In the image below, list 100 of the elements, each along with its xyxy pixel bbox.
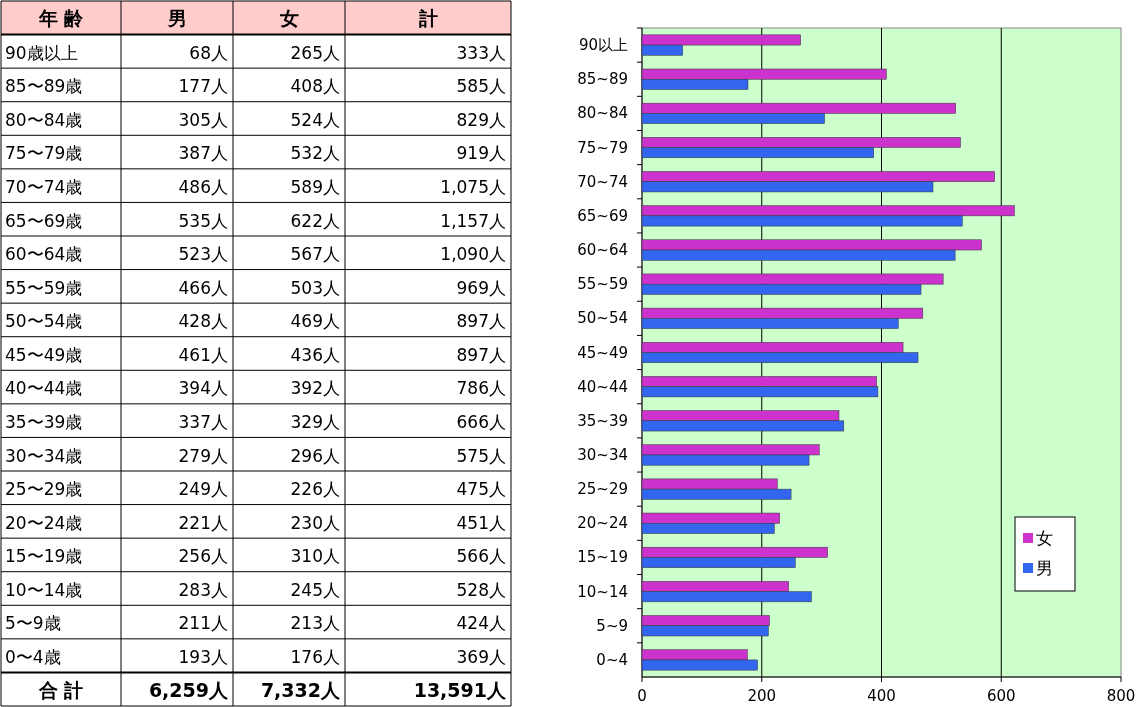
text: 469人 bbox=[290, 311, 340, 332]
text: 622人 bbox=[290, 210, 340, 231]
text: 13,591人 bbox=[413, 678, 507, 701]
text: 女 bbox=[278, 7, 299, 30]
y-tick-label: 80~84 bbox=[577, 104, 628, 123]
text: 75〜79歳 bbox=[5, 143, 83, 164]
text: 589人 bbox=[290, 177, 340, 198]
text: 897人 bbox=[456, 311, 506, 332]
legend-label: 女 bbox=[1036, 528, 1053, 548]
text: 70〜74歳 bbox=[5, 177, 83, 198]
text: 575人 bbox=[456, 445, 506, 466]
y-tick-label: 20~24 bbox=[577, 514, 628, 533]
text: 436人 bbox=[290, 344, 340, 365]
text: 333人 bbox=[456, 42, 506, 63]
y-tick-label: 45~49 bbox=[577, 343, 628, 362]
text: 15〜19歳 bbox=[5, 546, 83, 567]
text: 6,259人 bbox=[148, 678, 229, 701]
text: 265人 bbox=[290, 42, 340, 63]
y-tick-label: 50~54 bbox=[577, 309, 628, 328]
text: 221人 bbox=[178, 512, 228, 533]
text: 466人 bbox=[178, 277, 228, 298]
text: 310人 bbox=[290, 546, 340, 567]
text: 85〜89歳 bbox=[5, 76, 83, 97]
x-tick-label: 0 bbox=[637, 687, 647, 705]
text: 829人 bbox=[456, 109, 506, 130]
text: 394人 bbox=[178, 378, 228, 399]
text: 213人 bbox=[290, 613, 340, 634]
legend-label: 男 bbox=[1036, 558, 1053, 578]
text: 428人 bbox=[178, 311, 228, 332]
text: 256人 bbox=[178, 546, 228, 567]
y-tick-label: 35~39 bbox=[577, 411, 628, 430]
x-tick-label: 200 bbox=[747, 687, 777, 705]
text: 566人 bbox=[456, 546, 506, 567]
y-tick-label: 85~89 bbox=[577, 70, 628, 89]
text: 585人 bbox=[456, 76, 506, 97]
text: 503人 bbox=[290, 277, 340, 298]
text: 45〜49歳 bbox=[5, 344, 83, 365]
text: 666人 bbox=[456, 412, 506, 433]
text: 296人 bbox=[290, 445, 340, 466]
text: 424人 bbox=[456, 613, 506, 634]
text: 475人 bbox=[456, 479, 506, 500]
text: 計 bbox=[417, 7, 438, 30]
text: 451人 bbox=[456, 512, 506, 533]
text: 68人 bbox=[189, 42, 228, 63]
text: 193人 bbox=[178, 647, 228, 668]
text: 786人 bbox=[456, 378, 506, 399]
x-tick-label: 600 bbox=[986, 687, 1016, 705]
text: 40〜44歳 bbox=[5, 378, 83, 399]
text: 392人 bbox=[290, 378, 340, 399]
text: 合 計 bbox=[37, 678, 84, 701]
y-tick-label: 10~14 bbox=[577, 582, 628, 601]
text: 387人 bbox=[178, 143, 228, 164]
text: 5〜9歳 bbox=[5, 613, 61, 634]
text: 919人 bbox=[456, 143, 506, 164]
text: 0〜4歳 bbox=[5, 647, 61, 668]
y-tick-label: 5~9 bbox=[596, 616, 628, 635]
text: 30〜34歳 bbox=[5, 445, 83, 466]
text: 男 bbox=[166, 7, 187, 30]
text: 1,090人 bbox=[440, 244, 506, 265]
text: 55〜59歳 bbox=[5, 277, 83, 298]
text: 177人 bbox=[178, 76, 228, 97]
text: 535人 bbox=[178, 210, 228, 231]
y-tick-label: 0~4 bbox=[596, 650, 628, 669]
text: 1,075人 bbox=[440, 177, 506, 198]
x-tick-label: 800 bbox=[1106, 687, 1136, 705]
text: 211人 bbox=[178, 613, 228, 634]
y-tick-label: 75~79 bbox=[577, 138, 628, 157]
text: 65〜69歳 bbox=[5, 210, 83, 231]
text: 20〜24歳 bbox=[5, 512, 83, 533]
text: 524人 bbox=[290, 109, 340, 130]
text: 90歳以上 bbox=[5, 42, 78, 63]
text: 461人 bbox=[178, 344, 228, 365]
y-tick-label: 25~29 bbox=[577, 480, 628, 499]
y-tick-label: 40~44 bbox=[577, 377, 628, 396]
y-tick-label: 60~64 bbox=[577, 241, 628, 260]
text: 226人 bbox=[290, 479, 340, 500]
text: 329人 bbox=[290, 412, 340, 433]
text: 369人 bbox=[456, 647, 506, 668]
text: 年 齢 bbox=[37, 7, 85, 30]
text: 230人 bbox=[290, 512, 340, 533]
y-tick-label: 65~69 bbox=[577, 206, 628, 225]
text: 969人 bbox=[456, 277, 506, 298]
y-tick-label: 90以上 bbox=[578, 36, 628, 55]
text: 50〜54歳 bbox=[5, 311, 83, 332]
text: 532人 bbox=[290, 143, 340, 164]
text: 279人 bbox=[178, 445, 228, 466]
y-tick-label: 15~19 bbox=[577, 548, 628, 567]
x-tick-label: 400 bbox=[867, 687, 896, 705]
text: 337人 bbox=[178, 412, 228, 433]
text: 7,332人 bbox=[260, 678, 341, 701]
text: 305人 bbox=[178, 109, 228, 130]
text: 283人 bbox=[178, 579, 228, 600]
text: 523人 bbox=[178, 244, 228, 265]
text: 25〜29歳 bbox=[5, 479, 83, 500]
text: 10〜14歳 bbox=[5, 579, 83, 600]
text: 1,157人 bbox=[440, 210, 506, 231]
text: 567人 bbox=[290, 244, 340, 265]
text: 176人 bbox=[290, 647, 340, 668]
text: 486人 bbox=[178, 177, 228, 198]
text: 60〜64歳 bbox=[5, 244, 83, 265]
